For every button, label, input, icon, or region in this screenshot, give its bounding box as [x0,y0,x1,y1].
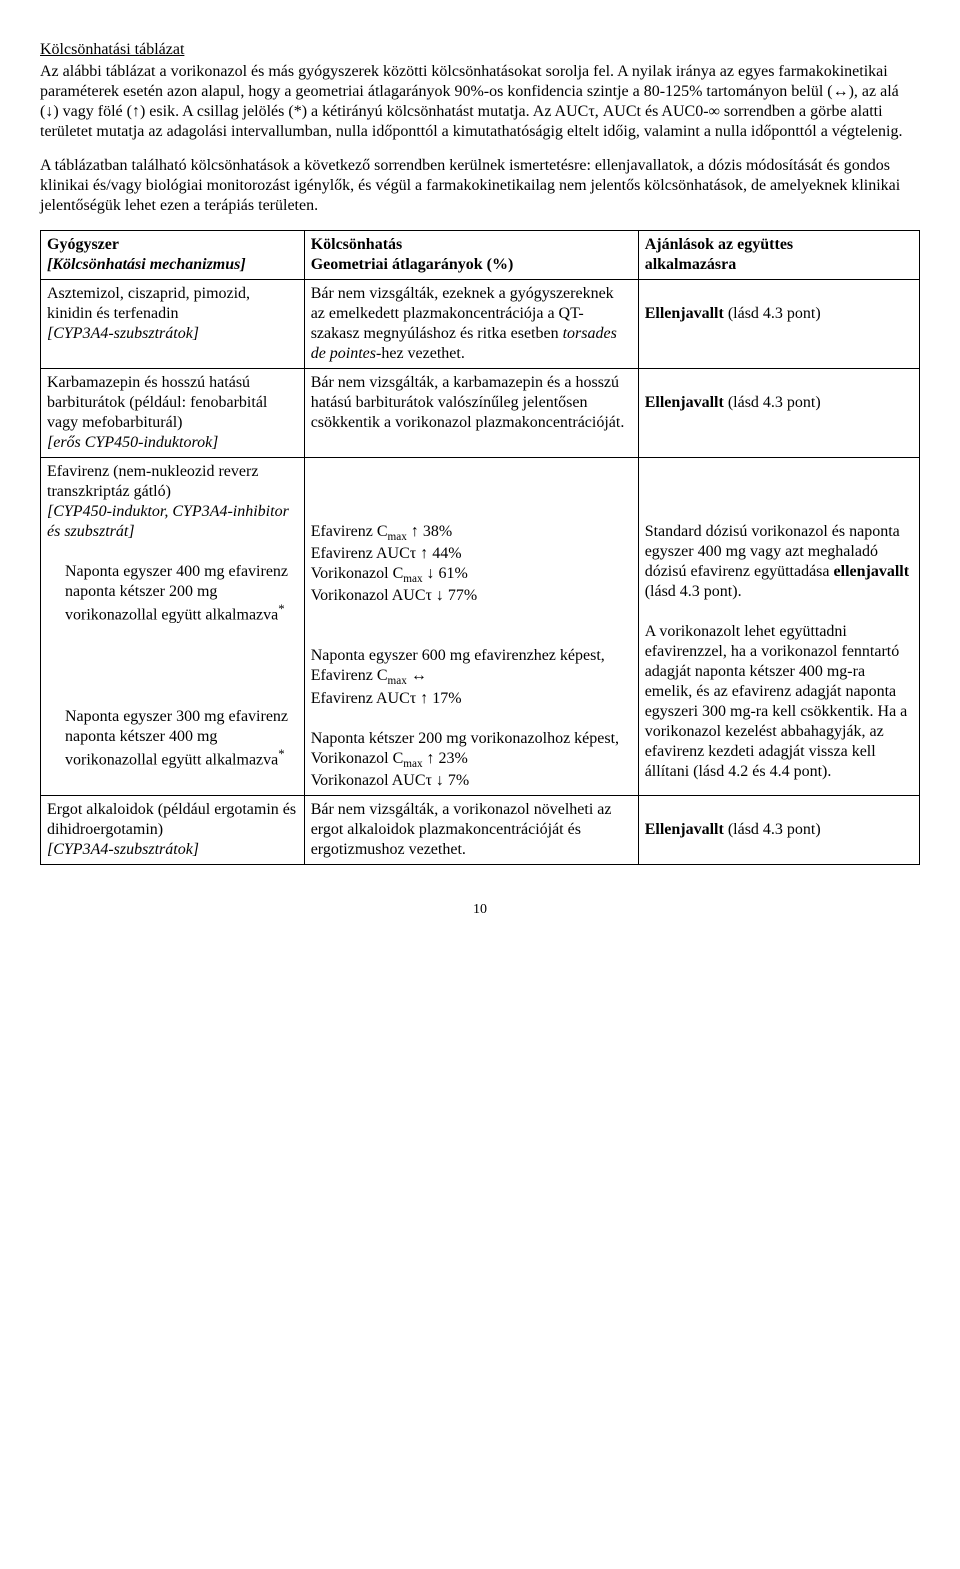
th-int-line2: Geometriai átlagarányok (%) [311,256,514,273]
cell-recommend: Ellenjavallt (lásd 4.3 pont) [638,795,919,864]
cell-interaction: Bár nem vizsgálták, a karbamazepin és a … [304,369,638,458]
t: ↔ [407,667,427,684]
b1-l2: Efavirenz AUCτ ↑ 44% [311,544,632,564]
t: Efavirenz C [311,523,388,540]
table-row: Karbamazepin és hosszú hatású barbiturát… [41,369,920,458]
cell-recommend: Ellenjavallt (lásd 4.3 pont) [638,280,919,369]
interaction-table: Gyógyszer [Kölcsönhatási mechanizmus] Kö… [40,230,920,865]
t: ↓ 61% [423,565,468,582]
table-header-row: Gyógyszer [Kölcsönhatási mechanizmus] Kö… [41,231,920,280]
drug-mechanism: [erős CYP450-induktorok] [47,433,298,453]
rec-a: Ellenjavallt [645,821,724,838]
drug-name: Karbamazepin és hosszú hatású barbiturát… [47,373,298,433]
cell-recommend: Standard dózisú vorikonazol és naponta e… [638,458,919,796]
t: Vorikonazol C [311,565,404,582]
b3-l1: Naponta kétszer 200 mg vorikonazolhoz ké… [311,729,632,749]
th-drug-line1: Gyógyszer [47,236,119,253]
th-drug: Gyógyszer [Kölcsönhatási mechanizmus] [41,231,305,280]
b1-l1: Efavirenz Cmax ↑ 38% [311,522,632,544]
b1-l3: Vorikonazol Cmax ↓ 61% [311,564,632,586]
dose-block-2: Naponta egyszer 300 mg efavirenz naponta… [65,707,298,770]
cell-interaction: Bár nem vizsgálták, a vorikonazol növelh… [304,795,638,864]
th-rec-line1: Ajánlások az együttes [645,236,793,253]
drug-name: Efavirenz (nem-nukleozid reverz transzkr… [47,462,298,502]
page-number: 10 [40,901,920,919]
table-row: Efavirenz (nem-nukleozid reverz transzkr… [41,458,920,796]
drug-name: Ergot alkaloidok (például ergotamin és d… [47,800,298,840]
table-heading: Kölcsönhatási táblázat [40,40,920,60]
page: Kölcsönhatási táblázat Az alábbi tábláza… [40,40,920,918]
int-text-c: -hez vezethet. [376,345,465,362]
cell-drug: Efavirenz (nem-nukleozid reverz transzkr… [41,458,305,796]
sub: max [403,758,422,770]
dose-block-1: Naponta egyszer 400 mg efavirenz naponta… [65,562,298,625]
rec-para2: A vorikonazolt lehet együttadni efaviren… [645,622,913,782]
t: ↑ 23% [423,750,468,767]
th-int-line1: Kölcsönhatás [311,236,403,253]
dose-block-1-text: Naponta egyszer 400 mg efavirenz naponta… [65,563,288,623]
cell-recommend: Ellenjavallt (lásd 4.3 pont) [638,369,919,458]
b2-l2: Efavirenz Cmax ↔ [311,666,632,688]
dose-block-2-star: * [278,747,284,761]
b3-l2: Vorikonazol Cmax ↑ 23% [311,749,632,771]
drug-name: Asztemizol, ciszaprid, pimozid, kinidin … [47,284,298,324]
th-interaction: Kölcsönhatás Geometriai átlagarányok (%) [304,231,638,280]
t: Vorikonazol C [311,750,404,767]
rec-para1: Standard dózisú vorikonazol és naponta e… [645,522,913,602]
intro-para-1: Az alábbi táblázat a vorikonazol és más … [40,62,920,142]
rec-a: Ellenjavallt [645,394,724,411]
cell-interaction: Efavirenz Cmax ↑ 38% Efavirenz AUCτ ↑ 44… [304,458,638,796]
sub: max [388,676,407,688]
th-rec-line2: alkalmazásra [645,256,737,273]
drug-mechanism: [CYP3A4-szubsztrátok] [47,324,298,344]
t: (lásd 4.3 pont). [645,583,742,600]
drug-mechanism: [CYP450-induktor, CYP3A4-inhibitor és sz… [47,502,298,542]
t: Efavirenz C [311,667,388,684]
rec-b: (lásd 4.3 pont) [724,821,821,838]
th-recommend: Ajánlások az együttes alkalmazásra [638,231,919,280]
b3-l3: Vorikonazol AUCτ ↓ 7% [311,771,632,791]
cell-drug: Karbamazepin és hosszú hatású barbiturát… [41,369,305,458]
dose-block-2-text: Naponta egyszer 300 mg efavirenz naponta… [65,708,288,768]
b1-l4: Vorikonazol AUCτ ↓ 77% [311,586,632,606]
sub: max [388,531,407,543]
rec-b: (lásd 4.3 pont) [724,305,821,322]
intro-para-2: A táblázatban található kölcsönhatások a… [40,156,920,216]
b2-l1: Naponta egyszer 600 mg efavirenzhez képe… [311,646,632,666]
cell-drug: Ergot alkaloidok (például ergotamin és d… [41,795,305,864]
dose-block-1-star: * [278,602,284,616]
table-row: Asztemizol, ciszaprid, pimozid, kinidin … [41,280,920,369]
rec-b: (lásd 4.3 pont) [724,394,821,411]
int-text: Bár nem vizsgálták, a karbamazepin és a … [311,374,625,431]
sub: max [403,573,422,585]
table-row: Ergot alkaloidok (például ergotamin és d… [41,795,920,864]
th-drug-line2: [Kölcsönhatási mechanizmus] [47,256,246,273]
t: ↑ 38% [407,523,452,540]
b2-l3: Efavirenz AUCτ ↑ 17% [311,689,632,709]
int-text: Bár nem vizsgálták, a vorikonazol növelh… [311,801,612,858]
drug-mechanism: [CYP3A4-szubsztrátok] [47,840,298,860]
t: ellenjavallt [834,563,910,580]
cell-interaction: Bár nem vizsgálták, ezeknek a gyógyszere… [304,280,638,369]
rec-a: Ellenjavallt [645,305,724,322]
cell-drug: Asztemizol, ciszaprid, pimozid, kinidin … [41,280,305,369]
